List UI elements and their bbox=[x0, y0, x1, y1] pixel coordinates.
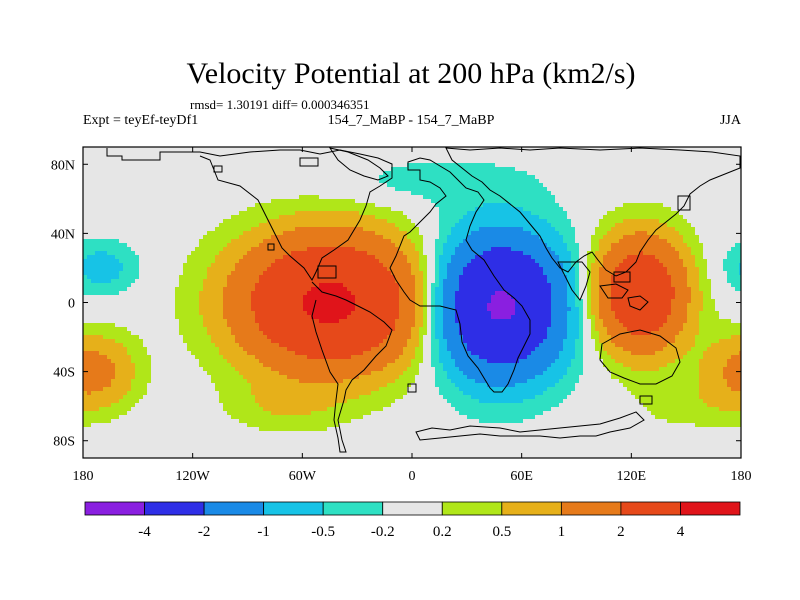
y-tick-label: 80S bbox=[53, 435, 75, 450]
experiment-label: Expt = teyEf-teyDf1 bbox=[83, 113, 198, 128]
colorbar-label: -1 bbox=[257, 524, 270, 540]
colorbar-label: 2 bbox=[617, 524, 625, 540]
colorbar-label: 4 bbox=[677, 524, 685, 540]
colorbar: -4 -2 -1 -0.5 -0.2 0.2 0.5 1 2 4 bbox=[84, 501, 741, 540]
y-tick-label: 40N bbox=[51, 227, 75, 242]
colorbar-swatch bbox=[263, 501, 324, 516]
x-tick-label: 60E bbox=[510, 469, 533, 484]
colorbar-swatch bbox=[84, 501, 145, 516]
x-axis: 180 120W 60W 0 60E 120E 180 bbox=[73, 147, 752, 484]
chart-title: Velocity Potential at 200 hPa (km2/s) bbox=[186, 57, 635, 90]
colorbar-label: -4 bbox=[138, 524, 151, 540]
y-tick-label: 40S bbox=[53, 366, 75, 381]
colorbar-swatch bbox=[560, 501, 622, 516]
colorbar-swatch bbox=[680, 501, 741, 516]
colorbar-label: 0.2 bbox=[433, 524, 452, 540]
colorbar-label: -0.2 bbox=[371, 524, 395, 540]
x-tick-label: 180 bbox=[731, 469, 752, 484]
y-tick-label: 0 bbox=[68, 297, 75, 312]
colorbar-swatch bbox=[382, 501, 443, 516]
colorbar-label: -2 bbox=[198, 524, 211, 540]
y-tick-label: 80N bbox=[51, 158, 75, 173]
colorbar-swatch bbox=[144, 501, 205, 516]
y-axis: 80N 40N 0 40S 80S bbox=[51, 158, 741, 450]
colorbar-swatch bbox=[441, 501, 503, 516]
x-tick-label: 120W bbox=[176, 469, 211, 484]
colorbar-label: 1 bbox=[558, 524, 566, 540]
contour-field bbox=[83, 147, 741, 458]
rmsd-diff-label: rmsd= 1.30191 diff= 0.000346351 bbox=[190, 97, 369, 112]
colorbar-swatch bbox=[322, 501, 384, 516]
colorbar-label: -0.5 bbox=[311, 524, 335, 540]
coastline-overlay bbox=[106, 147, 741, 453]
colorbar-swatch bbox=[620, 501, 681, 516]
x-tick-label: 180 bbox=[73, 469, 94, 484]
x-tick-label: 60W bbox=[289, 469, 317, 484]
colorbar-swatch bbox=[501, 501, 562, 516]
x-tick-label: 0 bbox=[409, 469, 416, 484]
colorbar-swatch bbox=[203, 501, 265, 516]
colorbar-label: 0.5 bbox=[492, 524, 511, 540]
x-tick-label: 120E bbox=[617, 469, 647, 484]
season-label: JJA bbox=[720, 113, 742, 128]
case-label: 154_7_MaBP - 154_7_MaBP bbox=[328, 113, 495, 128]
